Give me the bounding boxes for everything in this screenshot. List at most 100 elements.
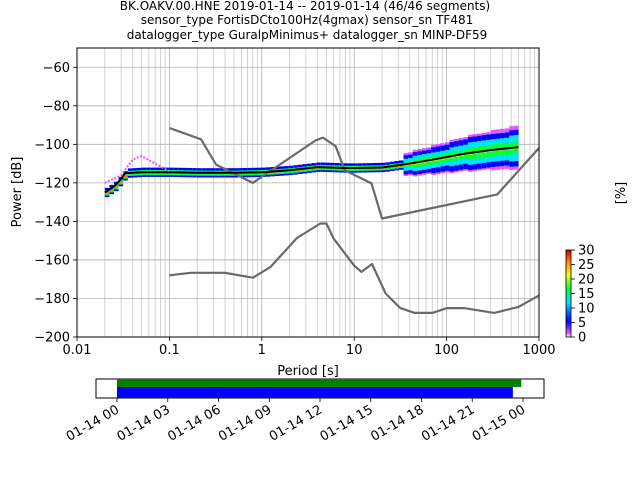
psd-density-cell (444, 170, 450, 173)
psd-density-cell (412, 170, 418, 173)
psd-density-cell (146, 172, 151, 176)
psd-density-cell (458, 150, 464, 153)
psd-density-cell (316, 162, 321, 165)
psd-density-cell (472, 135, 478, 139)
psd-density-cell (141, 167, 147, 171)
psd-density-cell (458, 155, 464, 158)
psd-density-cell (169, 167, 174, 171)
psd-density-cell (467, 141, 473, 145)
psd-density-cell (500, 156, 505, 160)
psd-density-cell (504, 131, 510, 135)
psd-density-cell (178, 169, 183, 172)
psd-density-cell (150, 169, 156, 172)
psd-density-cell (279, 168, 285, 171)
psd-density-cell (481, 155, 487, 158)
psd-density-cell (421, 153, 427, 156)
psd-density-cell (458, 148, 464, 151)
psd-density-cell (320, 164, 326, 167)
psd-density-cell (159, 167, 165, 171)
psd-density-cell (440, 160, 445, 163)
psd-density-cell (500, 151, 505, 154)
psd-density-cell (431, 153, 436, 156)
psd-density-cell (463, 157, 468, 161)
psd-density-cell (357, 163, 363, 166)
psd-density-cell (500, 160, 505, 163)
psd-density-cell (182, 174, 188, 178)
psd-density-cell (146, 167, 151, 171)
psd-density-cell (279, 171, 285, 174)
psd-density-cell (467, 159, 473, 162)
psd-density-cell (454, 145, 459, 149)
psd-density-cell (486, 166, 491, 170)
psd-density-cell (403, 161, 409, 164)
psd-density-cell (412, 163, 418, 167)
psd-density-cell (486, 152, 491, 156)
psd-density-cell (412, 154, 418, 158)
psd-density-cell (114, 188, 119, 192)
psd-density-cell (477, 154, 482, 157)
psd-density-cell (440, 170, 445, 174)
psd-density-cell (509, 162, 514, 165)
psd-density-cell (509, 160, 514, 164)
psd-density-cell (169, 169, 174, 172)
psd-density-cell (458, 157, 464, 160)
psd-density-cell (421, 156, 427, 160)
psd-density-cell (169, 174, 174, 177)
psd-density-cell (398, 165, 404, 169)
psd-density-cell (247, 173, 252, 176)
psd-density-cell (412, 149, 418, 153)
psd-density-cell (288, 167, 294, 170)
psd-density-cell (449, 162, 455, 165)
psd-density-cell (458, 144, 464, 148)
psd-density-cell (500, 142, 505, 146)
psd-density-cell (444, 145, 450, 149)
psd-density-cell (201, 169, 206, 173)
psd-density-cell (500, 139, 505, 142)
psd-density-cell (490, 155, 496, 159)
psd-density-cell (118, 183, 124, 187)
psd-density-cell (500, 130, 505, 133)
psd-density-cell (242, 169, 248, 173)
psd-density-cell (417, 171, 422, 174)
psd-density-cell (477, 140, 482, 143)
psd-density-cell (504, 137, 510, 140)
psd-density-cell (449, 167, 455, 170)
psd-density-cell (513, 125, 519, 129)
psd-density-cell (509, 159, 514, 162)
psd-density-cell (509, 155, 514, 159)
psd-density-cell (132, 169, 137, 173)
psd-density-cell (426, 164, 432, 168)
psd-density-cell (408, 159, 413, 162)
psd-density-cell (408, 171, 413, 174)
psd-density-cell (486, 161, 491, 165)
psd-density-cell (210, 168, 216, 171)
psd-density-cell (481, 144, 487, 148)
psd-density-cell (376, 164, 381, 168)
psd-density-cell (449, 143, 455, 146)
psd-density-cell (348, 163, 354, 166)
psd-density-cell (490, 133, 496, 136)
psd-density-cell (215, 173, 220, 176)
psd-density-cell (288, 165, 294, 169)
psd-density-cell (513, 141, 519, 144)
psd-density-cell (403, 173, 409, 177)
psd-density-cell (477, 164, 482, 168)
psd-density-cell (467, 139, 473, 143)
psd-density-cell (454, 149, 459, 152)
psd-density-cell (421, 172, 427, 175)
psd-density-cell (458, 165, 464, 169)
psd-density-cell (495, 157, 501, 160)
psd-density-cell (412, 172, 418, 175)
psd-density-cell (490, 167, 496, 171)
psd-density-cell (380, 169, 386, 173)
psd-density-cell (509, 164, 514, 167)
psd-density-cell (127, 175, 133, 178)
psd-density-cell (467, 145, 473, 148)
psd-density-cell (495, 162, 501, 165)
psd-density-cell (426, 157, 432, 161)
psd-density-cell (127, 168, 133, 171)
psd-density-cell (504, 164, 510, 168)
psd-density-cell (118, 180, 124, 183)
psd-density-cell (486, 137, 491, 140)
